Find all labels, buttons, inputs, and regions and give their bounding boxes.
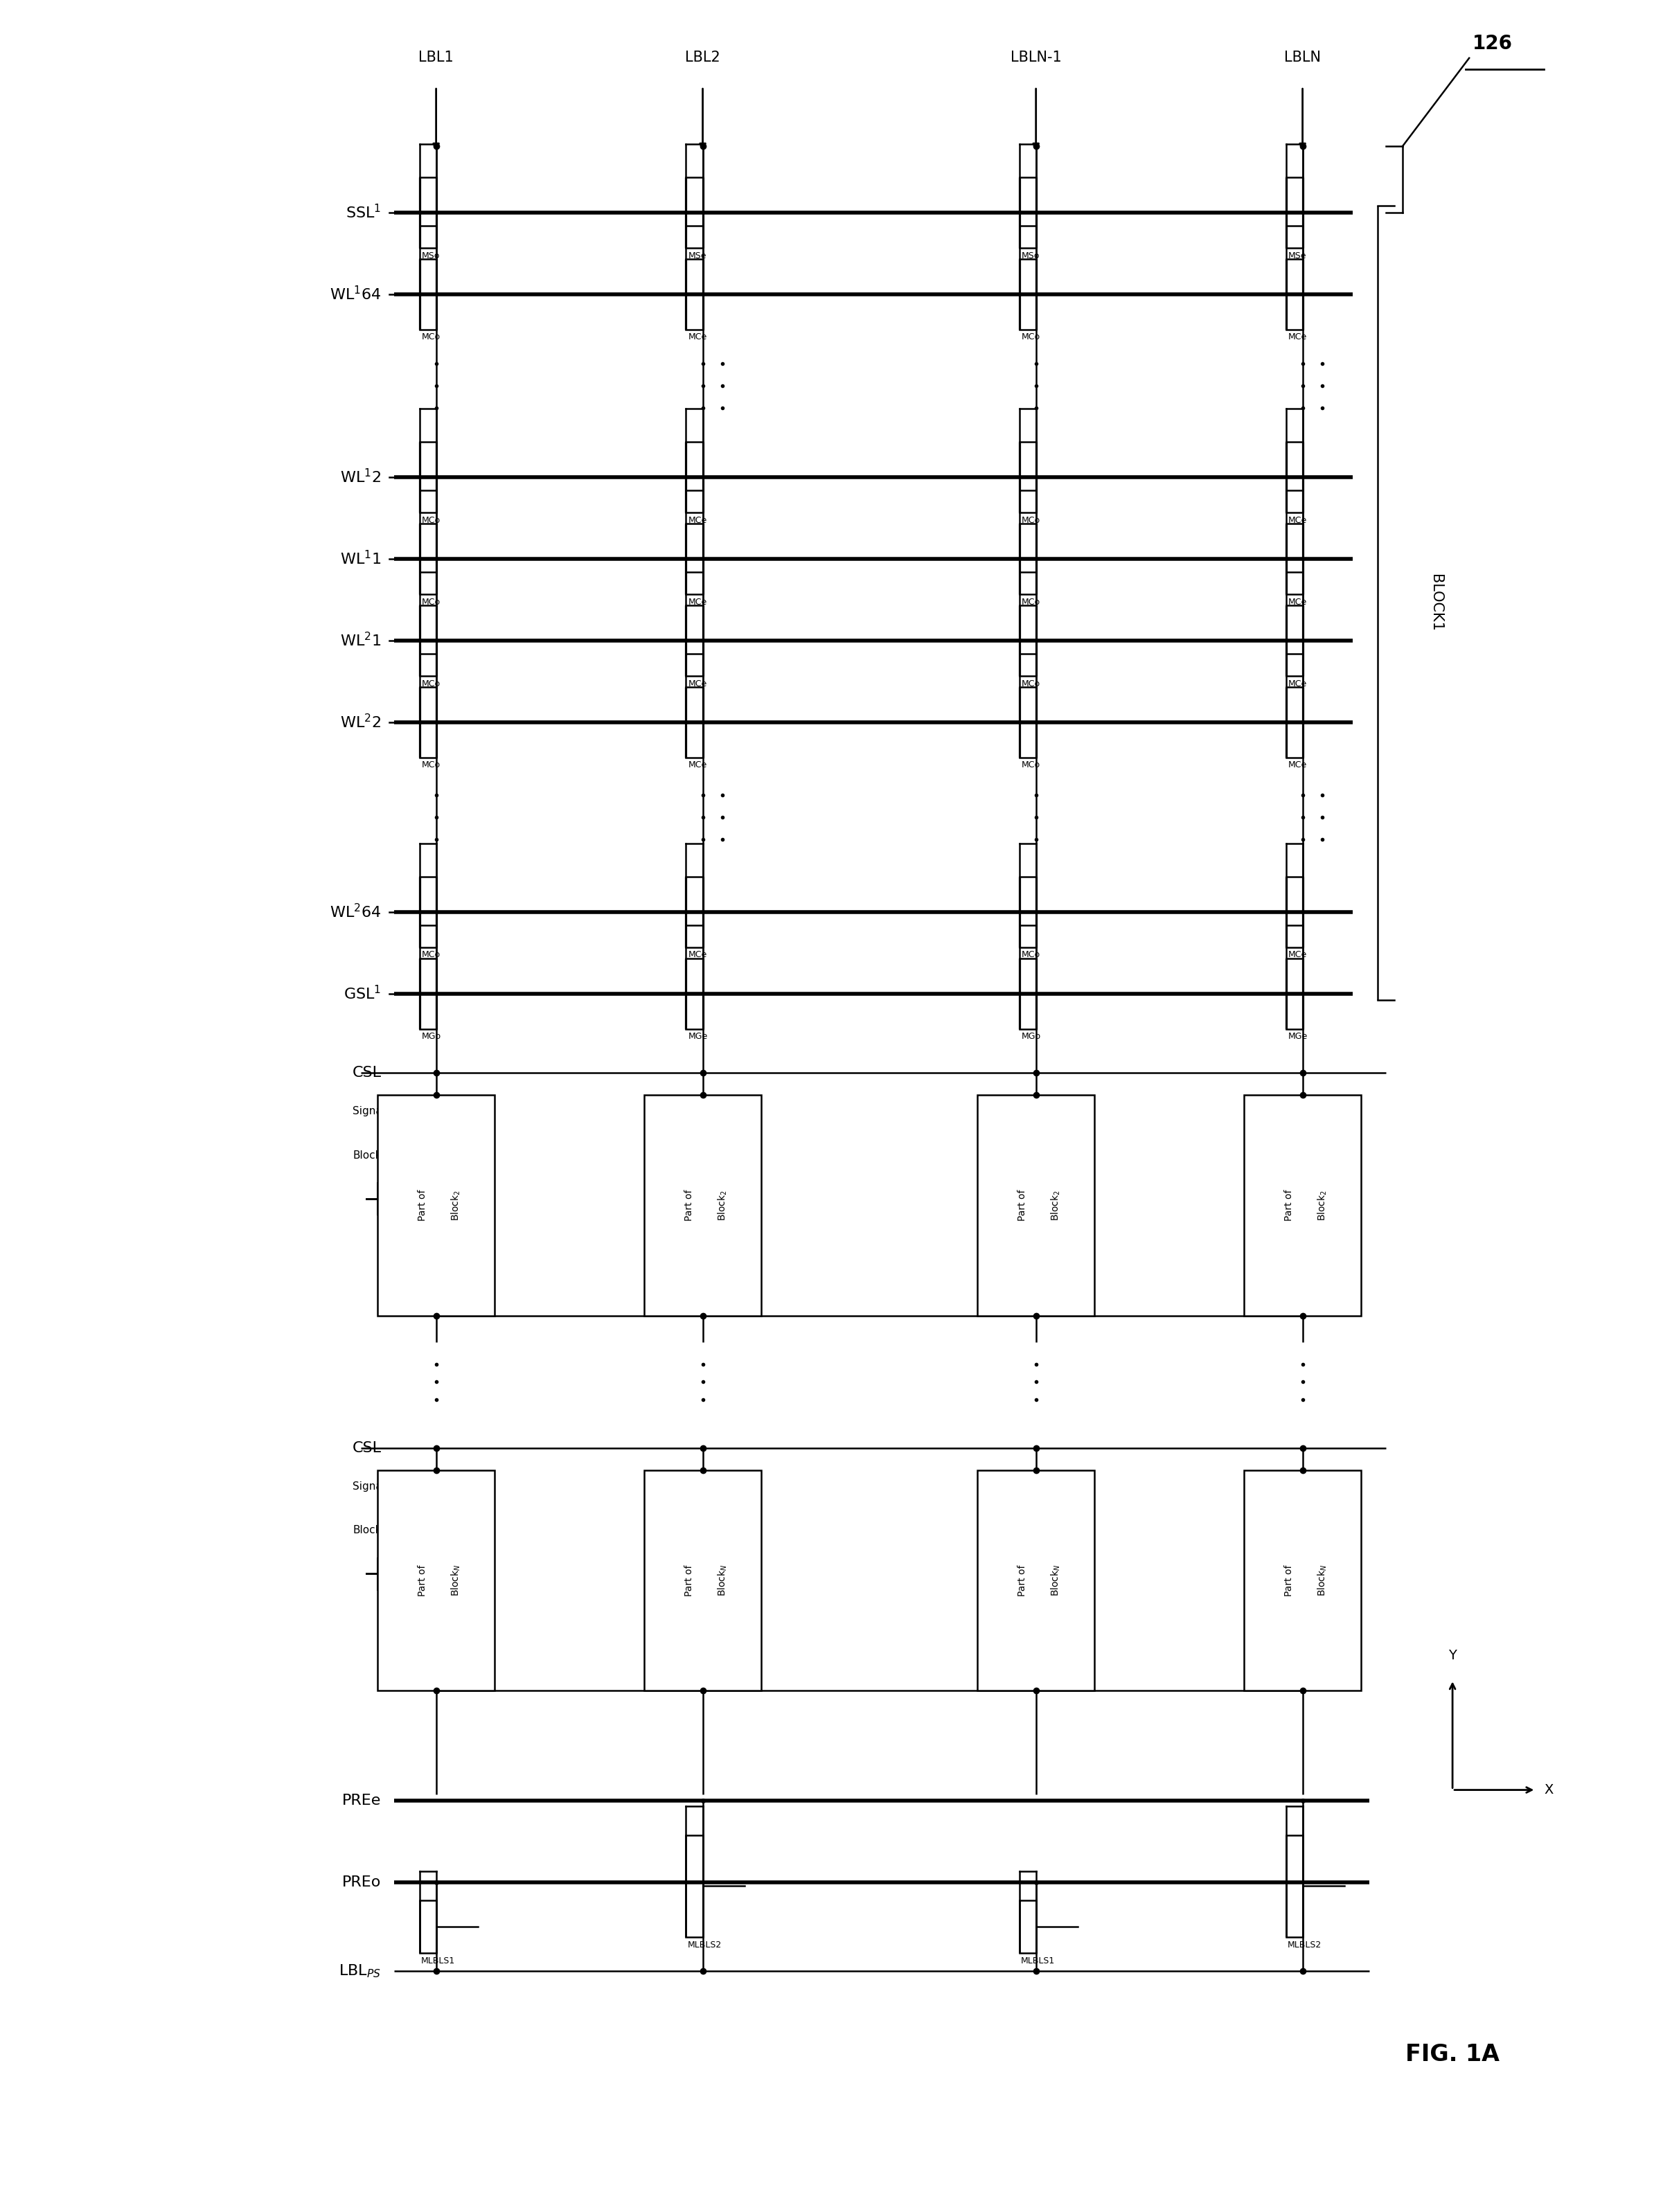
Text: Block$_2$: Block$_2$: [717, 1190, 729, 1221]
Bar: [978, 1095, 1093, 1316]
Text: Part of: Part of: [684, 1564, 694, 1597]
Text: MCo: MCo: [421, 761, 441, 770]
Text: PREe: PREe: [343, 1794, 381, 1807]
Text: MCe: MCe: [689, 679, 707, 688]
Text: MSo: MSo: [421, 252, 440, 261]
Text: Block$_N$: Block$_N$: [1316, 1564, 1329, 1597]
Text: Part of: Part of: [1284, 1564, 1294, 1597]
Text: Block$_2$: Block$_2$: [450, 1190, 461, 1221]
Bar: [1244, 1095, 1361, 1316]
Text: Block$_N$: Block$_N$: [717, 1564, 729, 1597]
Text: WL$^1$64: WL$^1$64: [329, 285, 381, 303]
Text: Part of: Part of: [418, 1564, 428, 1597]
Text: MCo: MCo: [1022, 761, 1040, 770]
Text: Block: Block: [353, 1526, 381, 1535]
Text: MCe: MCe: [689, 515, 707, 524]
Text: Y: Y: [1448, 1648, 1456, 1661]
Text: MCe: MCe: [1289, 515, 1308, 524]
Text: MCe: MCe: [1289, 679, 1308, 688]
Text: LBL1: LBL1: [418, 51, 453, 64]
Text: 126: 126: [1473, 33, 1513, 53]
Text: X: X: [1545, 1783, 1553, 1796]
Text: MCe: MCe: [689, 597, 707, 606]
Text: MCo: MCo: [1022, 332, 1040, 341]
Text: MCe: MCe: [689, 951, 707, 960]
Text: MGe: MGe: [689, 1033, 709, 1042]
Text: MCe: MCe: [1289, 761, 1308, 770]
Bar: [644, 1471, 761, 1690]
Text: GSL$^1$: GSL$^1$: [343, 984, 381, 1002]
Text: SSL$^1$: SSL$^1$: [346, 204, 381, 221]
Text: Part of: Part of: [418, 1190, 428, 1221]
Bar: [978, 1471, 1093, 1690]
Text: MCo: MCo: [421, 597, 441, 606]
Text: MSe: MSe: [1289, 252, 1308, 261]
Text: MCo: MCo: [421, 679, 441, 688]
Text: MCo: MCo: [1022, 515, 1040, 524]
Text: LBLN-1: LBLN-1: [1010, 51, 1062, 64]
Bar: [1244, 1471, 1361, 1690]
Text: WL$^1$2: WL$^1$2: [341, 469, 381, 487]
Text: MCo: MCo: [1022, 597, 1040, 606]
Text: MCo: MCo: [1022, 679, 1040, 688]
Text: Block$_2$: Block$_2$: [1316, 1190, 1329, 1221]
Text: Part of: Part of: [1284, 1190, 1294, 1221]
Text: MSo: MSo: [1022, 252, 1040, 261]
Text: Part of: Part of: [1018, 1564, 1028, 1597]
Text: MCe: MCe: [689, 761, 707, 770]
Text: MCe: MCe: [689, 332, 707, 341]
Text: MLBLS2: MLBLS2: [1287, 1940, 1321, 1949]
Text: Block: Block: [353, 1150, 381, 1161]
Text: MCe: MCe: [1289, 332, 1308, 341]
Text: MLBLS1: MLBLS1: [1022, 1955, 1055, 1966]
Text: MLBLS1: MLBLS1: [421, 1955, 455, 1966]
Text: WL$^2$2: WL$^2$2: [341, 714, 381, 730]
Text: Signals of: Signals of: [353, 1482, 405, 1491]
Text: MLBLS2: MLBLS2: [687, 1940, 722, 1949]
Text: MCe: MCe: [1289, 597, 1308, 606]
Text: MGo: MGo: [421, 1033, 441, 1042]
Bar: [644, 1095, 761, 1316]
Text: Block$_2$: Block$_2$: [1050, 1190, 1062, 1221]
Text: CSL: CSL: [353, 1066, 381, 1079]
Text: LBL$_{PS}$: LBL$_{PS}$: [339, 1962, 381, 1980]
Text: Signals of: Signals of: [353, 1106, 405, 1117]
Text: CSL: CSL: [353, 1440, 381, 1455]
Text: MGo: MGo: [1022, 1033, 1042, 1042]
Text: Block$_N$: Block$_N$: [1050, 1564, 1062, 1597]
Text: MCo: MCo: [421, 515, 441, 524]
Text: WL$^2$64: WL$^2$64: [329, 902, 381, 920]
Text: FIG. 1A: FIG. 1A: [1406, 2044, 1500, 2066]
Text: MCo: MCo: [421, 332, 441, 341]
Text: WL$^1$1: WL$^1$1: [339, 551, 381, 568]
Text: MGe: MGe: [1289, 1033, 1308, 1042]
Text: MSe: MSe: [689, 252, 707, 261]
Text: BLOCK1: BLOCK1: [1430, 575, 1443, 633]
Bar: [378, 1095, 495, 1316]
Text: Part of: Part of: [1018, 1190, 1028, 1221]
Text: Block$_N$: Block$_N$: [450, 1564, 461, 1597]
Text: WL$^2$1: WL$^2$1: [339, 633, 381, 648]
Text: LBLN: LBLN: [1284, 51, 1321, 64]
Text: MCo: MCo: [421, 951, 441, 960]
Text: MCe: MCe: [1289, 951, 1308, 960]
Text: Part of: Part of: [684, 1190, 694, 1221]
Text: MCo: MCo: [1022, 951, 1040, 960]
Text: LBL2: LBL2: [686, 51, 721, 64]
Bar: [378, 1471, 495, 1690]
Text: PREo: PREo: [343, 1876, 381, 1889]
